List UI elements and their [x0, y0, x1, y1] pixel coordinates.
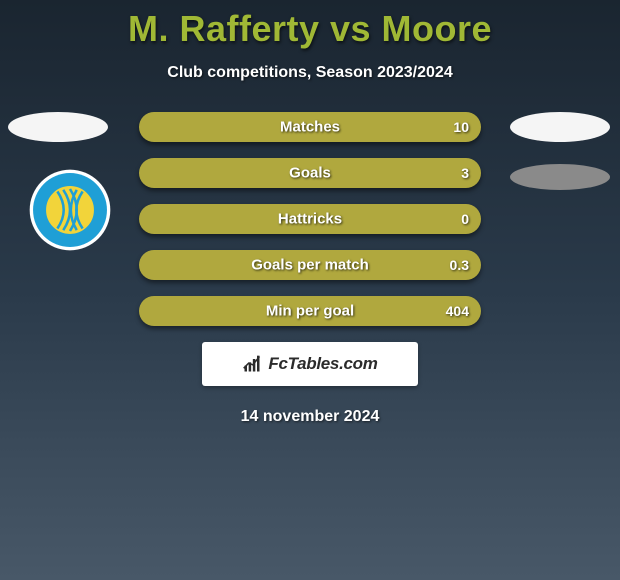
player-right-avatar [510, 112, 610, 142]
stat-label: Goals per match [251, 257, 369, 274]
stat-value-right: 0 [461, 211, 469, 227]
brand-box: FcTables.com [202, 342, 418, 386]
stat-bar: Hattricks 0 [139, 204, 481, 234]
date-text: 14 november 2024 [0, 408, 620, 426]
stat-value-right: 0.3 [450, 257, 469, 273]
page-title: M. Rafferty vs Moore [0, 0, 620, 50]
player-left-club-badge [28, 168, 112, 252]
stat-value-right: 404 [446, 303, 469, 319]
stat-value-right: 10 [453, 119, 469, 135]
chart-icon [242, 354, 262, 374]
stat-bar: Goals per match 0.3 [139, 250, 481, 280]
stat-bar: Goals 3 [139, 158, 481, 188]
stat-value-right: 3 [461, 165, 469, 181]
stat-label: Hattricks [278, 211, 342, 228]
player-right-club-placeholder [510, 164, 610, 190]
stat-bars: Matches 10 Goals 3 Hattricks 0 Goals per match… [139, 112, 481, 326]
player-left-avatar [8, 112, 108, 142]
stat-label: Matches [280, 119, 340, 136]
comparison-panel: Matches 10 Goals 3 Hattricks 0 Goals per match… [0, 112, 620, 326]
stat-label: Goals [289, 165, 331, 182]
brand-text: FcTables.com [268, 354, 377, 374]
page-subtitle: Club competitions, Season 2023/2024 [0, 64, 620, 82]
stat-bar: Matches 10 [139, 112, 481, 142]
stat-label: Min per goal [266, 303, 354, 320]
stat-bar: Min per goal 404 [139, 296, 481, 326]
